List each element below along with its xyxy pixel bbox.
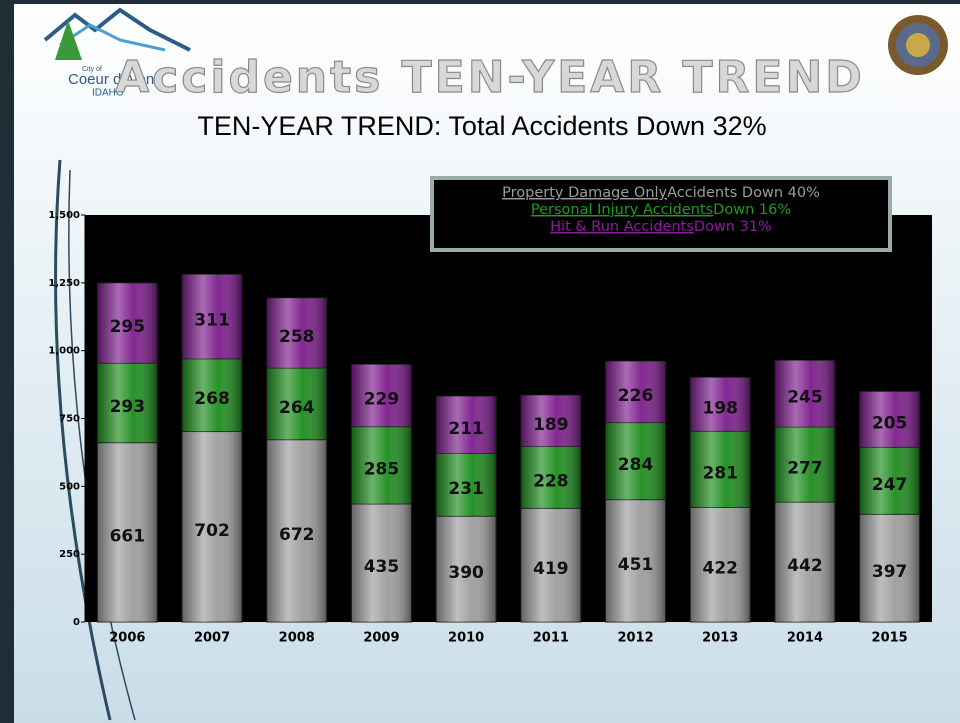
data-label: 435 (364, 557, 400, 577)
logo-text: Coeur d'Alene (68, 71, 163, 88)
data-label: 211 (448, 419, 484, 439)
data-label: 228 (533, 471, 569, 491)
data-label: 390 (448, 563, 484, 583)
data-label: 247 (872, 475, 908, 495)
bar-shading (351, 426, 412, 504)
plot: 0 250 500 750 1,000 1,250 1,500 2006 661 293 295 20… (48, 210, 932, 646)
bar-shading (266, 439, 327, 622)
y-tick-label: 250 (59, 549, 80, 560)
data-label: 702 (194, 521, 230, 541)
bar-shading (859, 447, 920, 515)
logo-text: IDAHO (92, 88, 124, 99)
data-label: 672 (279, 525, 315, 545)
bar-shading (520, 508, 581, 622)
data-label: 295 (110, 317, 146, 337)
bar-shading (351, 503, 412, 622)
bar-shading (182, 358, 243, 432)
bar-shading (97, 442, 158, 622)
bar-shading (774, 426, 835, 503)
bar-shading (859, 514, 920, 622)
legend-name: Property Damage Only (502, 185, 667, 201)
data-label: 198 (703, 398, 739, 418)
bar-shading (605, 422, 666, 500)
bar-shading (182, 431, 243, 622)
logo-text: City of (82, 66, 102, 73)
data-label: 229 (364, 390, 400, 410)
bar-shading (436, 396, 497, 454)
logo: City of Coeur d'Alene IDAHO (43, 7, 191, 99)
bar-shading (436, 453, 497, 517)
bar-shading (774, 360, 835, 427)
bar-shading (97, 363, 158, 443)
data-label: 661 (110, 526, 146, 546)
bar-shading (520, 395, 581, 447)
bar-shading (690, 377, 751, 432)
data-label: 258 (279, 327, 315, 347)
bar-shading (182, 274, 243, 359)
data-label: 422 (703, 559, 739, 579)
data-label: 311 (194, 311, 230, 331)
legend: Property Damage OnlyAccidents Down 40%Pe… (430, 176, 892, 252)
decoration (54, 159, 112, 721)
data-label: 293 (110, 397, 146, 417)
data-label: 268 (194, 389, 230, 409)
legend-entry: Hit & Run AccidentsDown 31% (550, 219, 772, 235)
bar-shading (97, 283, 158, 364)
x-tick-label: 2009 (363, 631, 399, 646)
x-tick-label: 2015 (872, 631, 908, 646)
bar-shading (266, 298, 327, 369)
legend-name: Personal Injury Accidents (531, 202, 713, 218)
x-tick-label: 2008 (279, 631, 315, 646)
data-label: 264 (279, 398, 315, 418)
x-tick-label: 2014 (787, 631, 823, 646)
x-tick-label: 2007 (194, 631, 230, 646)
bar-shading (605, 499, 666, 622)
data-label: 277 (787, 458, 823, 478)
x-tick-label: 2011 (533, 631, 569, 646)
data-label: 226 (618, 386, 654, 406)
bar-shading (436, 516, 497, 622)
bar-shading (605, 361, 666, 423)
legend-note: Down 31% (694, 219, 772, 235)
data-label: 284 (618, 455, 654, 475)
legend-note: Down 16% (713, 202, 791, 218)
data-label: 451 (618, 555, 654, 575)
decoration (68, 169, 136, 721)
bar-shading (520, 446, 581, 509)
y-tick-label: 1,000 (48, 346, 80, 357)
subtitle: TEN-YEAR TREND: Total Accidents Down 32% (197, 111, 766, 141)
y-tick-label: 0 (73, 617, 80, 628)
legend-note: Accidents Down 40% (667, 185, 820, 201)
bar-shading (859, 391, 920, 448)
data-label: 245 (787, 388, 823, 408)
data-label: 281 (703, 463, 739, 483)
slide-title: Accidents TEN-YEAR TREND (115, 52, 865, 103)
bar-shading (351, 364, 412, 427)
x-tick-label: 2010 (448, 631, 484, 646)
data-label: 442 (787, 556, 823, 576)
x-tick-label: 2006 (109, 631, 145, 646)
legend-name: Hit & Run Accidents (550, 219, 694, 235)
data-label: 285 (364, 459, 400, 479)
y-tick-label: 500 (59, 481, 80, 492)
data-label: 231 (448, 479, 484, 499)
data-label: 419 (533, 559, 569, 579)
legend-entry: Property Damage OnlyAccidents Down 40% (502, 185, 820, 201)
y-tick-label: 750 (59, 414, 80, 425)
data-label: 189 (533, 415, 569, 435)
y-tick-label: 1,500 (48, 210, 80, 221)
data-label: 397 (872, 562, 908, 582)
bar-shading (774, 502, 835, 622)
bar-shading (266, 368, 327, 440)
x-tick-label: 2012 (617, 631, 653, 646)
data-label: 205 (872, 413, 908, 433)
bar-shading (690, 507, 751, 622)
legend-box (430, 176, 892, 252)
legend-entry: Personal Injury AccidentsDown 16% (531, 202, 791, 218)
bar-shading (690, 431, 751, 508)
x-tick-label: 2013 (702, 631, 738, 646)
y-tick-label: 1,250 (48, 278, 80, 289)
badge (888, 15, 948, 75)
